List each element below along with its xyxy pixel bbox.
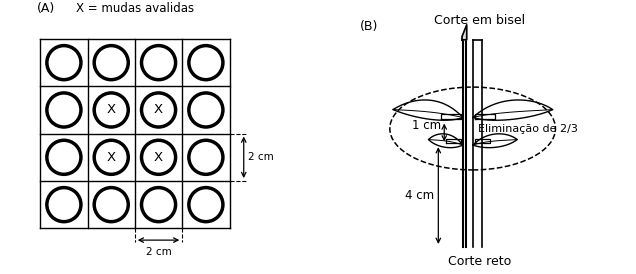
Text: Corte em bisel: Corte em bisel <box>434 14 525 27</box>
Text: 2 cm: 2 cm <box>247 152 273 162</box>
Text: X: X <box>154 151 163 164</box>
Text: X: X <box>107 151 116 164</box>
Text: 1 cm: 1 cm <box>412 119 441 132</box>
Text: (A): (A) <box>36 2 55 15</box>
Text: X = mudas avalidas: X = mudas avalidas <box>76 2 194 15</box>
Text: 4 cm: 4 cm <box>405 189 434 202</box>
Text: 2 cm: 2 cm <box>146 247 172 257</box>
Text: Eliminação de 2/3: Eliminação de 2/3 <box>478 124 578 133</box>
Text: Corte reto: Corte reto <box>448 255 511 268</box>
Text: (B): (B) <box>359 20 378 33</box>
Text: X: X <box>154 104 163 116</box>
Polygon shape <box>462 25 467 40</box>
Text: X: X <box>107 104 116 116</box>
